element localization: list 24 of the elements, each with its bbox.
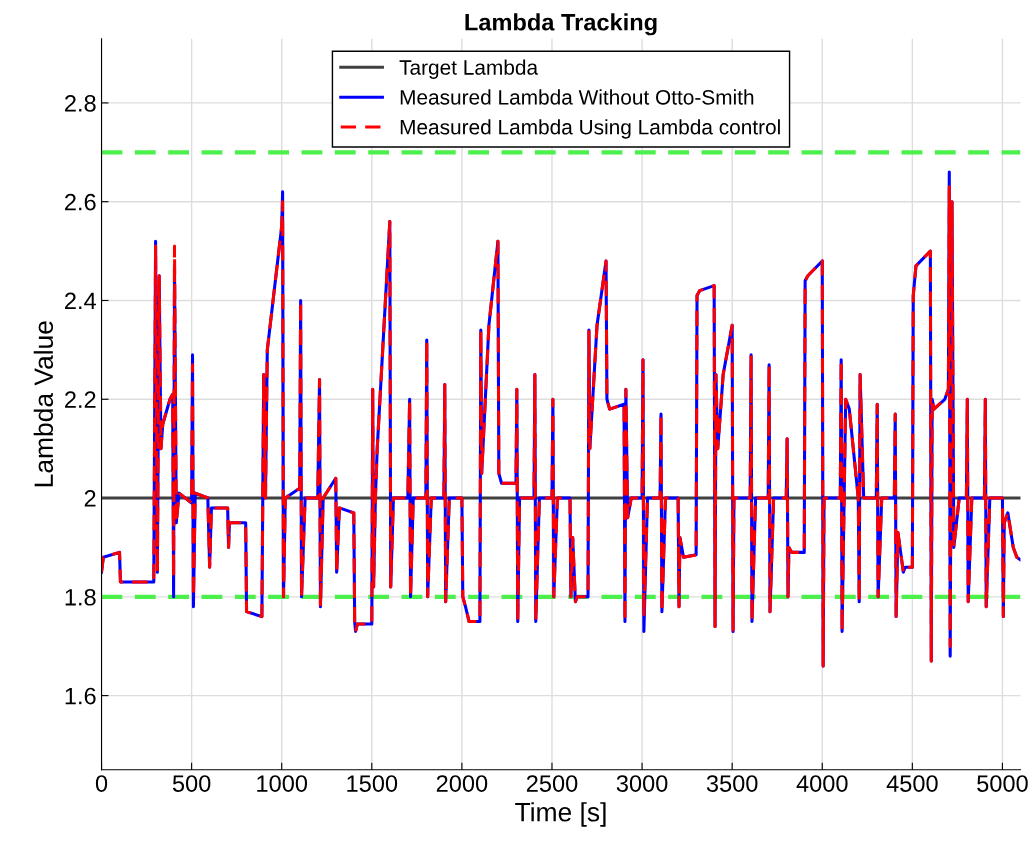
legend-label: Measured Lambda Without Otto-Smith — [400, 89, 754, 105]
y-tick-label: 2.8 — [65, 94, 96, 112]
x-tick-label: 2000 — [436, 775, 488, 792]
x-tick-label: 3000 — [616, 775, 668, 792]
y-tick-label: 2.4 — [65, 292, 96, 310]
y-tick-label: 2 — [84, 490, 96, 507]
x-axis-title: Time [s] — [515, 802, 606, 827]
legend-label: Target Lambda — [399, 59, 539, 79]
x-tick-label: 500 — [172, 775, 211, 792]
x-tick-label: 1000 — [257, 775, 308, 792]
x-tick-label: 5000 — [977, 775, 1028, 792]
y-tick-label: 2.2 — [65, 391, 96, 408]
y-axis-title: Lambda Value — [33, 321, 54, 487]
y-tick-label: 2.6 — [65, 193, 96, 211]
x-tick-label: 2500 — [526, 775, 578, 792]
x-tick-label: 4500 — [886, 775, 938, 792]
chart-title: Lambda Tracking — [465, 13, 657, 36]
legend-label: Measured Lambda Using Lambda control — [400, 119, 780, 139]
x-tick-label: 1500 — [347, 775, 398, 792]
x-tick-label: 4000 — [796, 775, 848, 792]
x-tick-label: 0 — [95, 775, 108, 792]
y-tick-label: 1.6 — [65, 687, 96, 705]
x-tick-label: 3500 — [706, 775, 758, 792]
y-tick-label: 1.8 — [65, 588, 96, 606]
